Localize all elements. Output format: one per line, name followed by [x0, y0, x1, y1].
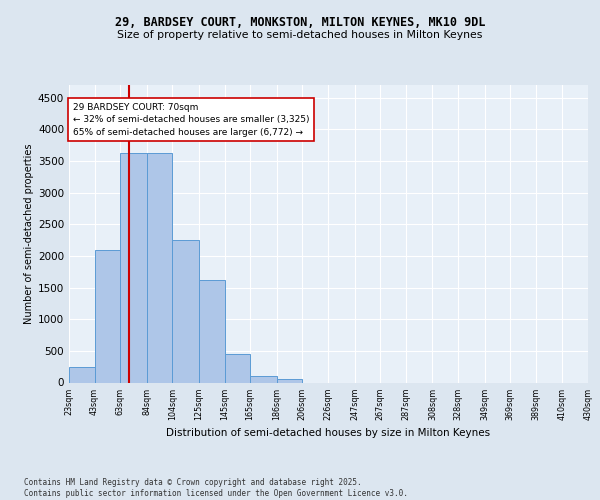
Bar	[199, 280, 224, 382]
Bar	[95, 250, 120, 382]
Bar	[120, 153, 147, 382]
X-axis label: Distribution of semi-detached houses by size in Milton Keynes: Distribution of semi-detached houses by …	[166, 428, 491, 438]
Y-axis label: Number of semi-detached properties: Number of semi-detached properties	[24, 144, 34, 324]
Text: Size of property relative to semi-detached houses in Milton Keynes: Size of property relative to semi-detach…	[118, 30, 482, 40]
Bar	[277, 380, 302, 382]
Bar	[250, 376, 277, 382]
Bar	[172, 240, 199, 382]
Text: 29, BARDSEY COURT, MONKSTON, MILTON KEYNES, MK10 9DL: 29, BARDSEY COURT, MONKSTON, MILTON KEYN…	[115, 16, 485, 29]
Bar	[147, 153, 172, 382]
Bar	[224, 354, 250, 382]
Text: Contains HM Land Registry data © Crown copyright and database right 2025.
Contai: Contains HM Land Registry data © Crown c…	[24, 478, 408, 498]
Text: 29 BARDSEY COURT: 70sqm
← 32% of semi-detached houses are smaller (3,325)
65% of: 29 BARDSEY COURT: 70sqm ← 32% of semi-de…	[73, 102, 310, 136]
Bar	[69, 366, 95, 382]
